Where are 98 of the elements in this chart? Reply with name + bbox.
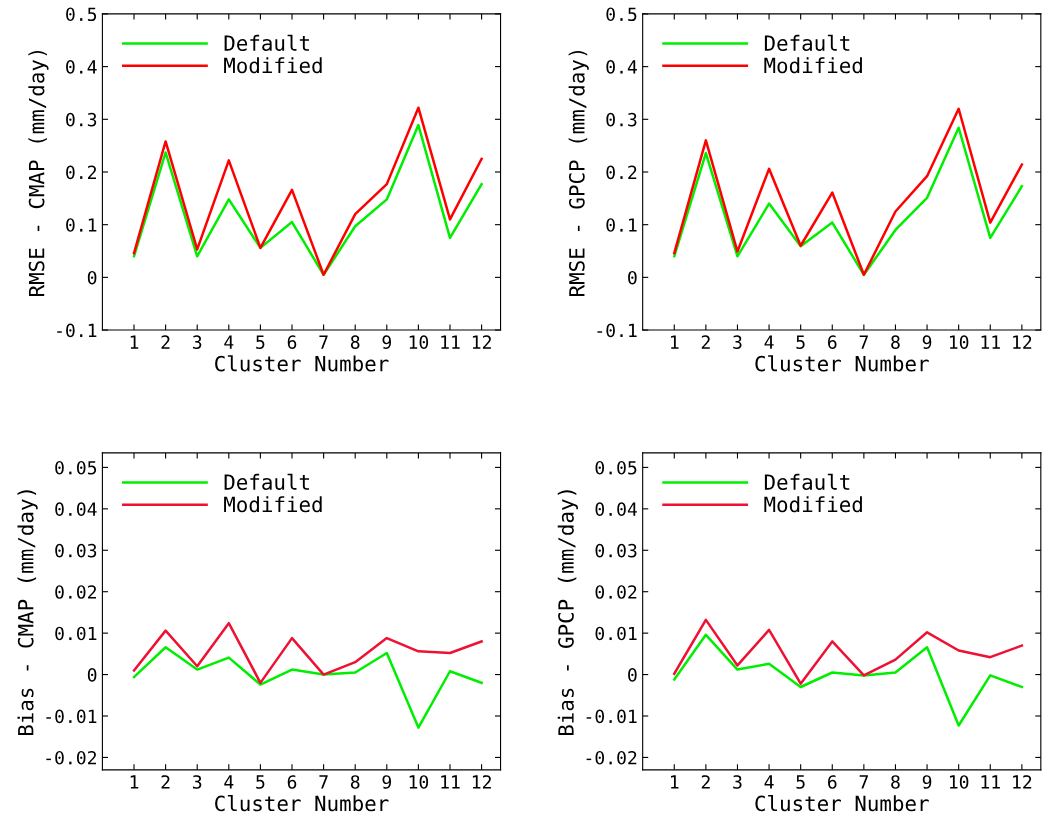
- x-tick-label: 11: [441, 775, 460, 789]
- x-tick-label: 1: [671, 775, 679, 789]
- y-tick-label: 0: [87, 668, 97, 682]
- x-axis-title: Cluster Number: [215, 795, 389, 812]
- x-tick-label: 10: [949, 335, 969, 349]
- y-tick-label: 0.05: [595, 460, 637, 475]
- x-tick-label: 10: [409, 775, 429, 789]
- x-tick-label: 7: [319, 335, 328, 349]
- x-tick-label: 5: [256, 775, 265, 789]
- y-axis-title: Bias - GPCP (mm/day): [557, 490, 578, 736]
- x-tick-label: 8: [350, 335, 360, 349]
- y-axis-title: Bias - CMAP (mm/day): [17, 490, 38, 736]
- x-tick-label: 5: [256, 335, 265, 349]
- x-tick-label: 2: [161, 335, 170, 349]
- x-tick-label: 6: [287, 335, 297, 349]
- x-tick-label: 1: [671, 335, 679, 349]
- y-tick-label: 0: [87, 270, 97, 285]
- y-tick-label: -0.01: [46, 709, 97, 724]
- y-axis-title: RMSE - GPCP (mm/day): [568, 50, 589, 296]
- x-tick-label: 9: [382, 775, 392, 789]
- y-tick-label: 0.02: [55, 585, 97, 599]
- legend-label: Default: [224, 473, 309, 490]
- x-tick-label: 1: [130, 775, 139, 789]
- x-tick-label: 6: [287, 775, 297, 789]
- x-tick-label: 8: [891, 775, 900, 789]
- x-tick-label: 9: [922, 335, 932, 349]
- y-tick-label: 0.2: [606, 165, 637, 180]
- x-tick-label: 2: [701, 775, 710, 789]
- y-tick-label: 0.01: [595, 626, 637, 641]
- y-tick-label: 0.03: [595, 543, 637, 558]
- line-series: [132, 621, 483, 685]
- y-tick-label: -0.02: [586, 750, 637, 765]
- legend-label: Default: [764, 473, 850, 490]
- x-tick-label: 4: [764, 775, 774, 789]
- line-series: [673, 633, 1024, 727]
- x-tick-label: 12: [1013, 335, 1032, 349]
- x-tick-label: 12: [472, 335, 491, 349]
- y-tick-label: -0.01: [586, 709, 637, 724]
- y-tick-label: 0.2: [66, 165, 97, 180]
- y-tick-label: 0.4: [66, 60, 97, 74]
- line-series: [132, 645, 483, 729]
- legend-label: Modified: [224, 57, 322, 74]
- y-tick-label: -0.1: [597, 323, 637, 338]
- x-axis-title: Cluster Number: [755, 795, 929, 812]
- x-tick-label: 2: [701, 335, 710, 349]
- x-tick-label: 12: [472, 775, 491, 789]
- legend-label: Default: [764, 34, 850, 51]
- y-tick-label: 0.01: [55, 626, 97, 641]
- x-tick-label: 9: [922, 775, 932, 789]
- y-tick-label: 0.05: [55, 460, 97, 475]
- x-tick-label: 7: [319, 775, 328, 789]
- y-tick-label: 0.1: [606, 218, 637, 232]
- x-tick-label: 11: [441, 335, 460, 349]
- x-tick-label: 11: [981, 335, 1000, 349]
- y-tick-label: 0.02: [595, 585, 637, 599]
- x-tick-label: 7: [859, 775, 868, 789]
- x-tick-label: 5: [796, 775, 805, 789]
- x-tick-label: 11: [981, 775, 1000, 789]
- y-tick-label: 0.3: [606, 112, 637, 127]
- x-tick-label: 10: [409, 335, 429, 349]
- line-series: [673, 618, 1024, 685]
- x-tick-label: 8: [891, 335, 900, 349]
- x-tick-label: 8: [350, 775, 360, 789]
- x-tick-label: 3: [733, 335, 742, 349]
- x-tick-label: 4: [764, 335, 774, 349]
- x-axis-title: Cluster Number: [755, 355, 929, 372]
- x-axis-title: Cluster Number: [215, 355, 389, 372]
- legend-label: Modified: [764, 496, 862, 513]
- y-tick-label: 0.03: [55, 543, 97, 558]
- x-tick-label: 7: [859, 335, 868, 349]
- x-tick-label: 4: [224, 335, 234, 349]
- x-tick-label: 6: [828, 775, 837, 789]
- y-tick-label: 0.1: [66, 218, 97, 232]
- y-tick-label: 0.5: [606, 7, 637, 22]
- legend-label: Modified: [764, 57, 862, 74]
- x-tick-label: 9: [382, 335, 392, 349]
- y-tick-label: 0.5: [66, 7, 97, 22]
- y-tick-label: 0.04: [595, 502, 637, 516]
- x-tick-label: 1: [130, 335, 139, 349]
- y-tick-label: -0.02: [46, 750, 97, 765]
- x-tick-label: 10: [949, 775, 969, 789]
- x-tick-label: 12: [1013, 775, 1032, 789]
- y-tick-label: 0: [628, 668, 637, 682]
- x-tick-label: 4: [224, 775, 234, 789]
- x-tick-label: 3: [733, 775, 742, 789]
- y-tick-label: 0.3: [66, 112, 97, 127]
- x-tick-label: 5: [796, 335, 805, 349]
- y-axis-title: RMSE - CMAP (mm/day): [28, 50, 49, 296]
- y-tick-label: 0.04: [55, 502, 97, 516]
- x-tick-label: 2: [161, 775, 170, 789]
- x-tick-label: 6: [828, 335, 837, 349]
- y-tick-label: 0: [628, 270, 637, 285]
- legend-label: Modified: [224, 496, 322, 513]
- x-tick-label: 3: [192, 775, 202, 789]
- y-tick-label: -0.1: [57, 323, 97, 338]
- y-tick-label: 0.4: [606, 60, 637, 74]
- x-tick-label: 3: [192, 335, 202, 349]
- legend-label: Default: [224, 34, 309, 51]
